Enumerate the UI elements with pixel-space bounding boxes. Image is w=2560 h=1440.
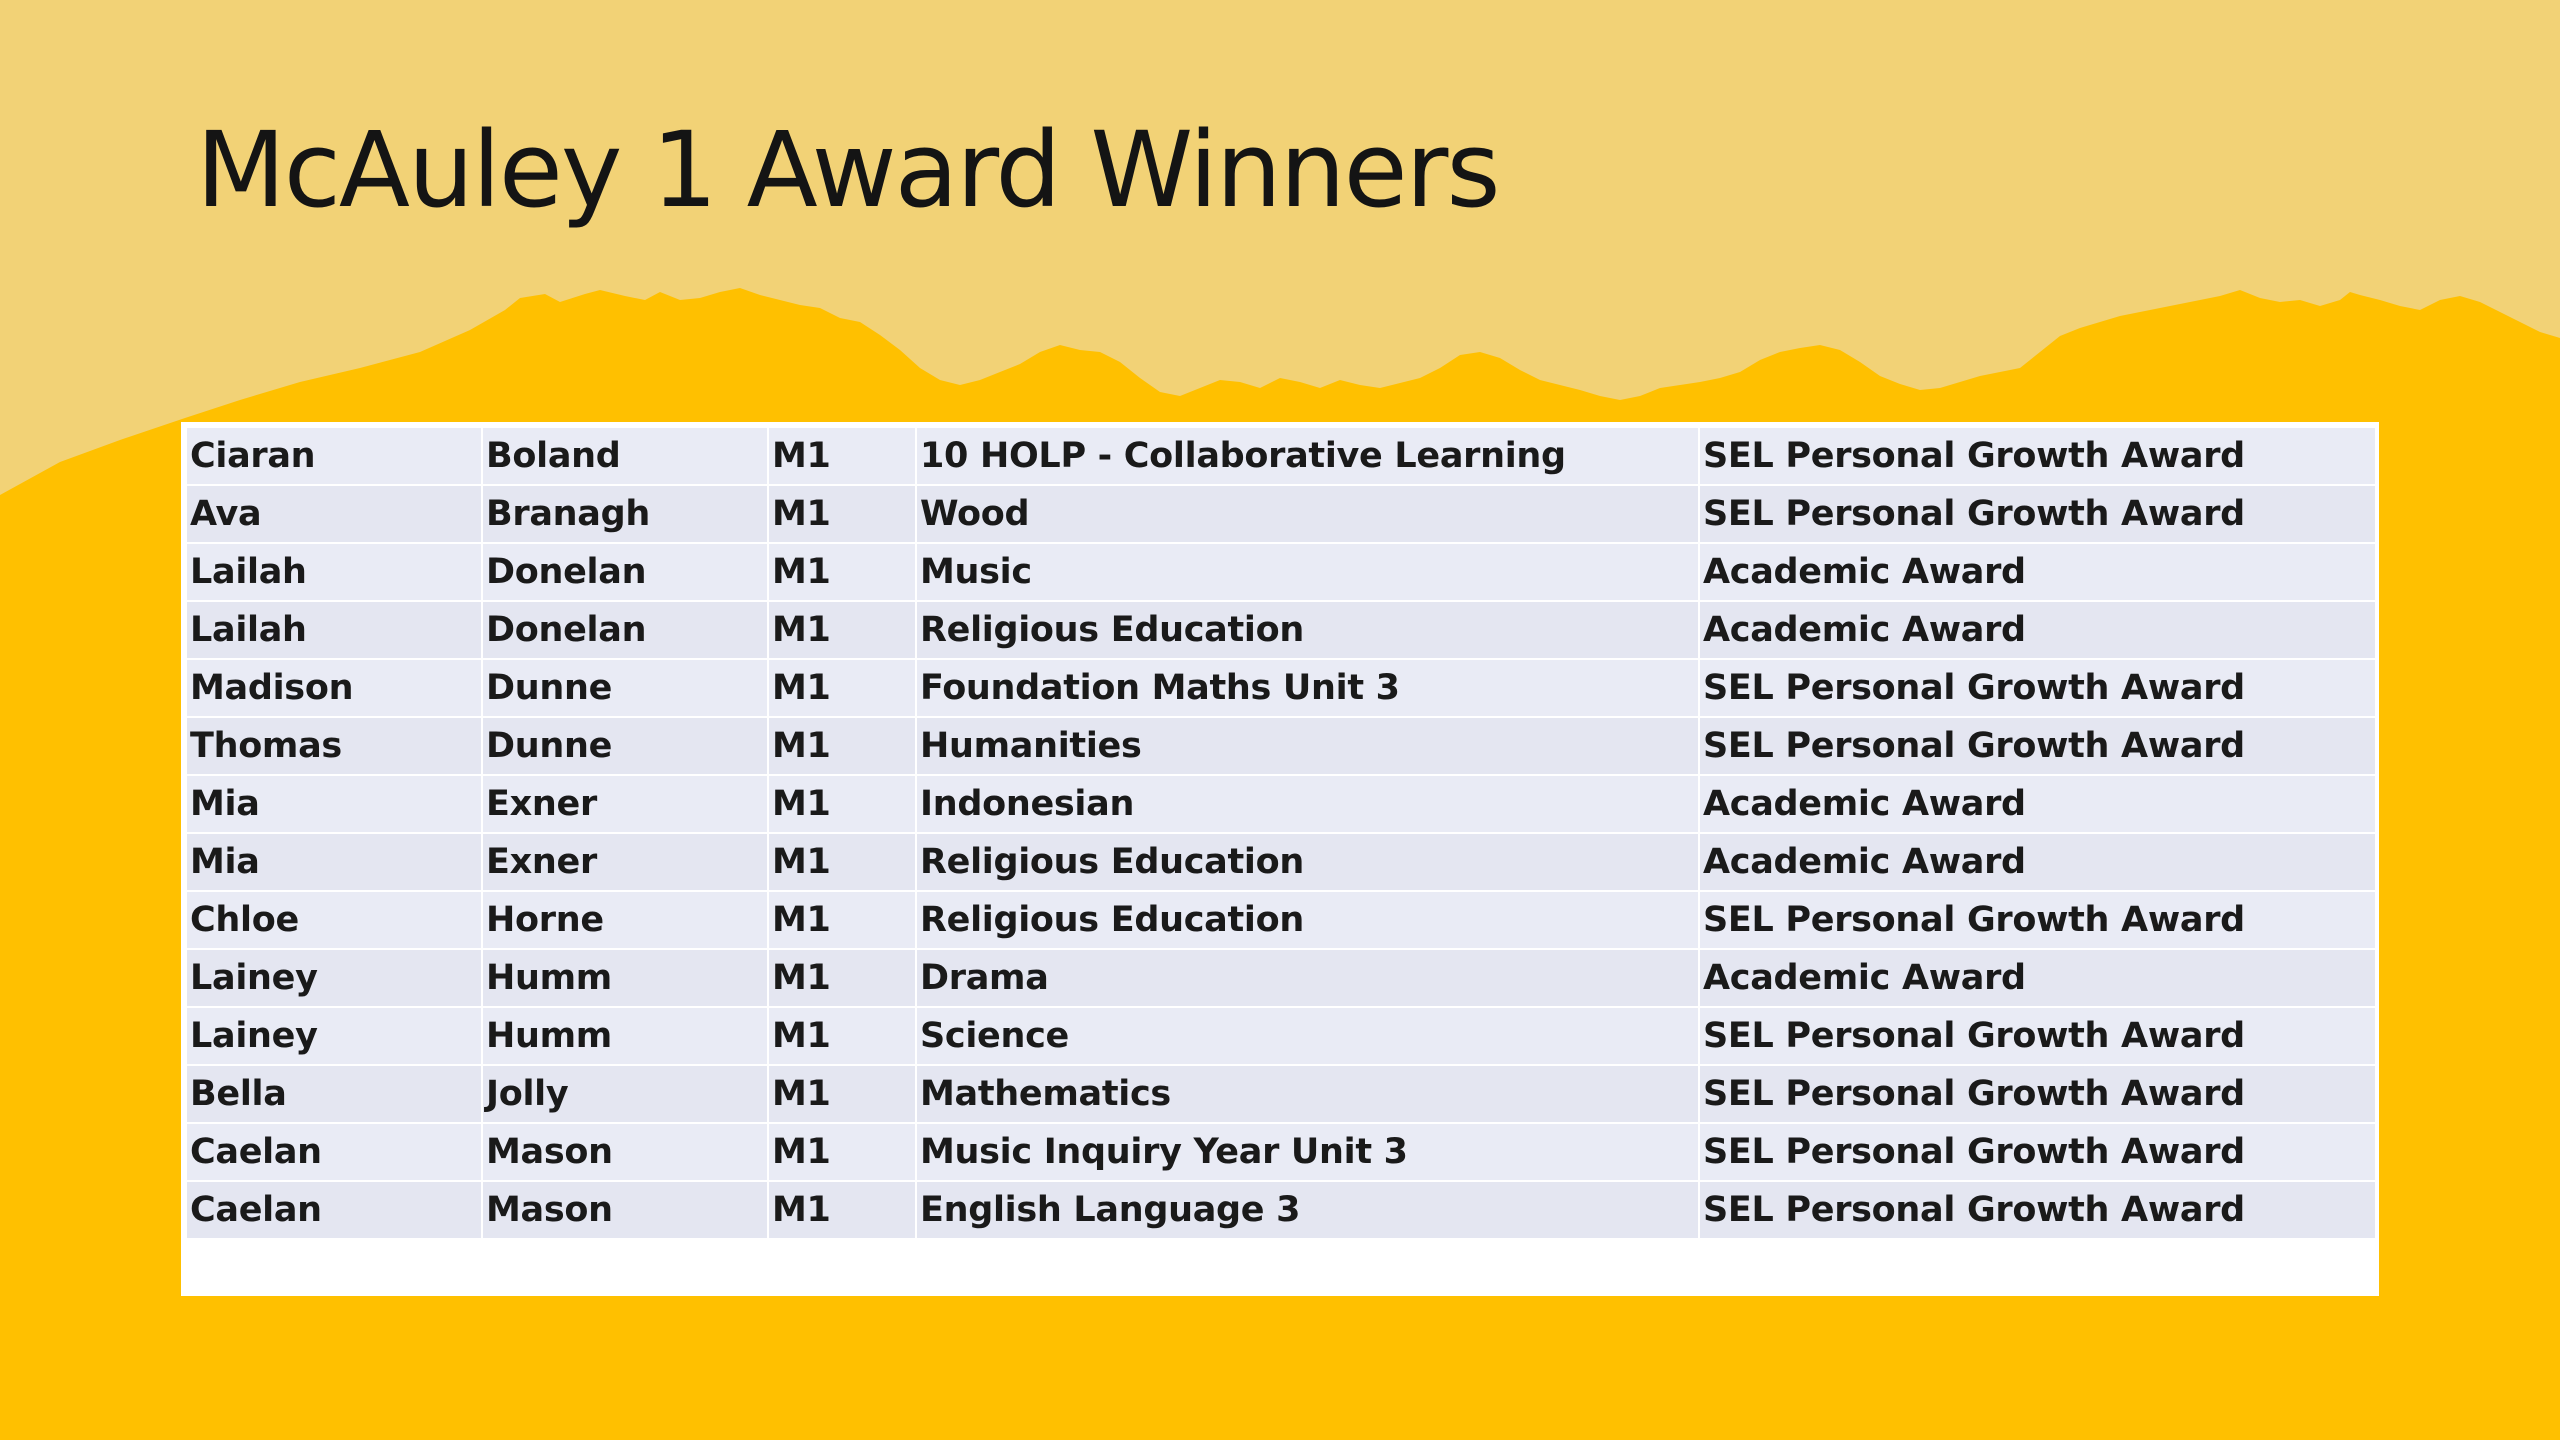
cell-first-name: Ava: [185, 484, 483, 544]
cell-last-name: Horne: [481, 890, 769, 950]
table-row: Lainey Humm M1 Drama Academic Award: [185, 948, 2377, 1008]
cell-last-name: Exner: [481, 832, 769, 892]
table-row: Lailah Donelan M1 Music Academic Award: [185, 542, 2377, 602]
cell-award: SEL Personal Growth Award: [1698, 1064, 2377, 1124]
cell-first-name: Mia: [185, 774, 483, 834]
cell-award: SEL Personal Growth Award: [1698, 1122, 2377, 1182]
cell-class: M1: [767, 1180, 917, 1240]
cell-class: M1: [767, 716, 917, 776]
cell-last-name: Branagh: [481, 484, 769, 544]
table-row: Mia Exner M1 Indonesian Academic Award: [185, 774, 2377, 834]
cell-class: M1: [767, 484, 917, 544]
cell-subject: Humanities: [915, 716, 1700, 776]
cell-last-name: Jolly: [481, 1064, 769, 1124]
cell-award: SEL Personal Growth Award: [1698, 658, 2377, 718]
cell-subject: English Language 3: [915, 1180, 1700, 1240]
cell-first-name: Lailah: [185, 600, 483, 660]
cell-class: M1: [767, 426, 917, 486]
page-title: McAuley 1 Award Winners: [196, 109, 1501, 231]
cell-class: M1: [767, 890, 917, 950]
table-row: Ava Branagh M1 Wood SEL Personal Growth …: [185, 484, 2377, 544]
cell-award: Academic Award: [1698, 948, 2377, 1008]
cell-last-name: Dunne: [481, 658, 769, 718]
cell-subject: Foundation Maths Unit 3: [915, 658, 1700, 718]
cell-last-name: Donelan: [481, 542, 769, 602]
cell-award: SEL Personal Growth Award: [1698, 890, 2377, 950]
cell-last-name: Mason: [481, 1180, 769, 1240]
table-row: Thomas Dunne M1 Humanities SEL Personal …: [185, 716, 2377, 776]
table-row: Mia Exner M1 Religious Education Academi…: [185, 832, 2377, 892]
cell-class: M1: [767, 658, 917, 718]
cell-last-name: Dunne: [481, 716, 769, 776]
cell-subject: Religious Education: [915, 600, 1700, 660]
cell-class: M1: [767, 600, 917, 660]
cell-subject: Indonesian: [915, 774, 1700, 834]
cell-first-name: Lainey: [185, 1006, 483, 1066]
cell-last-name: Mason: [481, 1122, 769, 1182]
cell-subject: Mathematics: [915, 1064, 1700, 1124]
cell-class: M1: [767, 1064, 917, 1124]
cell-last-name: Humm: [481, 948, 769, 1008]
cell-award: SEL Personal Growth Award: [1698, 1180, 2377, 1240]
cell-class: M1: [767, 1122, 917, 1182]
cell-award: SEL Personal Growth Award: [1698, 484, 2377, 544]
cell-subject: Music Inquiry Year Unit 3: [915, 1122, 1700, 1182]
cell-class: M1: [767, 542, 917, 602]
table-row: Lailah Donelan M1 Religious Education Ac…: [185, 600, 2377, 660]
cell-first-name: Ciaran: [185, 426, 483, 486]
cell-first-name: Mia: [185, 832, 483, 892]
cell-subject: Religious Education: [915, 832, 1700, 892]
cell-first-name: Lailah: [185, 542, 483, 602]
table-row: Caelan Mason M1 English Language 3 SEL P…: [185, 1180, 2377, 1240]
cell-last-name: Humm: [481, 1006, 769, 1066]
table-row: Lainey Humm M1 Science SEL Personal Grow…: [185, 1006, 2377, 1066]
cell-award: Academic Award: [1698, 774, 2377, 834]
cell-first-name: Thomas: [185, 716, 483, 776]
cell-last-name: Boland: [481, 426, 769, 486]
cell-award: SEL Personal Growth Award: [1698, 1006, 2377, 1066]
table-row: Bella Jolly M1 Mathematics SEL Personal …: [185, 1064, 2377, 1124]
cell-subject: Music: [915, 542, 1700, 602]
cell-subject: Religious Education: [915, 890, 1700, 950]
cell-award: Academic Award: [1698, 542, 2377, 602]
table-row: Chloe Horne M1 Religious Education SEL P…: [185, 890, 2377, 950]
cell-class: M1: [767, 832, 917, 892]
award-winners-table: Ciaran Boland M1 10 HOLP - Collaborative…: [181, 422, 2379, 1296]
cell-last-name: Donelan: [481, 600, 769, 660]
table-row: Caelan Mason M1 Music Inquiry Year Unit …: [185, 1122, 2377, 1182]
table-row: Ciaran Boland M1 10 HOLP - Collaborative…: [185, 426, 2377, 486]
cell-award: Academic Award: [1698, 832, 2377, 892]
table-row: Madison Dunne M1 Foundation Maths Unit 3…: [185, 658, 2377, 718]
cell-class: M1: [767, 1006, 917, 1066]
cell-class: M1: [767, 948, 917, 1008]
cell-first-name: Madison: [185, 658, 483, 718]
cell-first-name: Bella: [185, 1064, 483, 1124]
awards-table-grid: Ciaran Boland M1 10 HOLP - Collaborative…: [185, 426, 2377, 1240]
cell-last-name: Exner: [481, 774, 769, 834]
cell-class: M1: [767, 774, 917, 834]
cell-award: Academic Award: [1698, 600, 2377, 660]
cell-subject: Drama: [915, 948, 1700, 1008]
cell-first-name: Caelan: [185, 1180, 483, 1240]
cell-subject: Science: [915, 1006, 1700, 1066]
cell-award: SEL Personal Growth Award: [1698, 426, 2377, 486]
cell-subject: Wood: [915, 484, 1700, 544]
table-body: Ciaran Boland M1 10 HOLP - Collaborative…: [185, 426, 2377, 1240]
cell-first-name: Caelan: [185, 1122, 483, 1182]
cell-first-name: Chloe: [185, 890, 483, 950]
cell-award: SEL Personal Growth Award: [1698, 716, 2377, 776]
cell-first-name: Lainey: [185, 948, 483, 1008]
cell-subject: 10 HOLP - Collaborative Learning: [915, 426, 1700, 486]
